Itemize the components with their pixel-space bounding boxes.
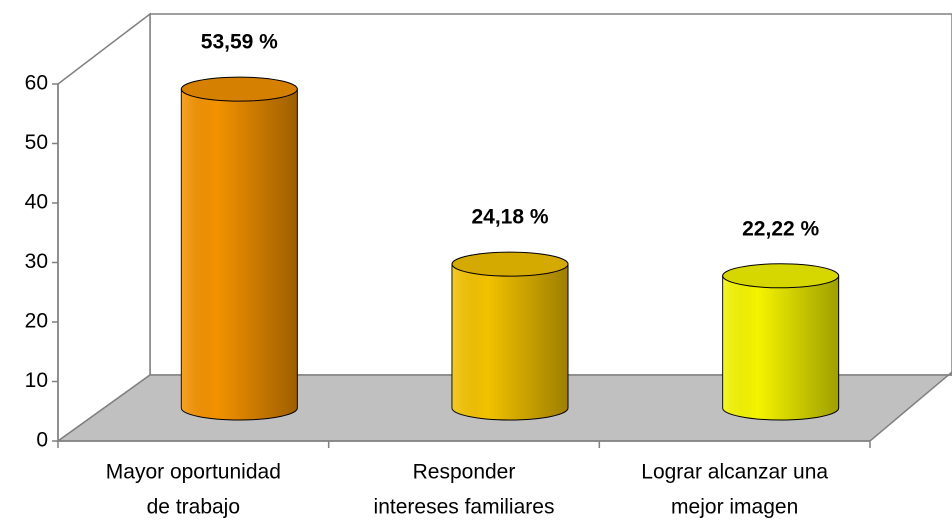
bar-top-shade (722, 263, 839, 288)
value-label: 53,59 % (201, 31, 278, 54)
x-tick-label: intereses familiares (374, 496, 555, 519)
y-tick-label: 20 (25, 310, 48, 333)
bar-top (451, 251, 569, 277)
bar-top-shade (181, 77, 298, 102)
bar-top (722, 263, 840, 289)
x-tick-label: Lograr alcanzar una (641, 461, 828, 484)
bar-shade (722, 275, 839, 420)
y-tick-label: 30 (25, 250, 48, 273)
y-tick-label: 10 (25, 369, 48, 392)
x-tick-label: mejor imagen (671, 496, 798, 519)
x-tick-label: de trabajo (147, 496, 240, 519)
bar-top-shade (452, 252, 568, 277)
side-wall (57, 12, 151, 443)
y-tick-label: 0 (36, 429, 48, 452)
x-tick-label: Responder (413, 461, 516, 484)
y-tick-label: 60 (25, 72, 48, 95)
bar-shade (181, 89, 298, 421)
bar-top (180, 76, 298, 102)
x-tick-label: Mayor oportunidad (106, 461, 281, 484)
y-tick-label: 40 (25, 191, 48, 214)
y-tick-label: 50 (25, 131, 48, 154)
bar-shade (452, 264, 568, 420)
value-label: 22,22 % (742, 217, 819, 240)
value-label: 24,18 % (471, 206, 548, 229)
